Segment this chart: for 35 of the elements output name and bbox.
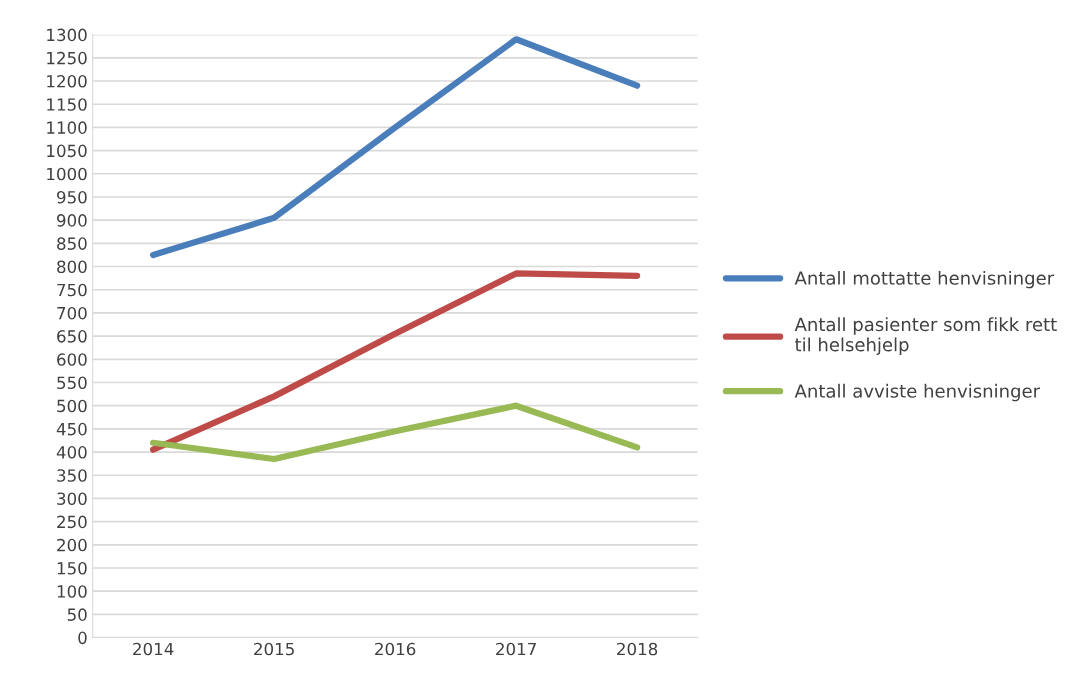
y-tick-label: 100 — [57, 585, 87, 598]
y-tick-label: 350 — [57, 469, 87, 482]
x-tick-label: 2018 — [617, 642, 658, 656]
y-tick-label: 650 — [57, 330, 87, 343]
x-tick-label: 2017 — [496, 642, 536, 656]
y-tick-label: 450 — [56, 422, 87, 436]
y-tick-label: 1000 — [47, 167, 87, 181]
x-tick-label: 2016 — [375, 642, 416, 656]
y-tick-label: 0 — [78, 631, 87, 645]
y-tick-label: 1150 — [47, 98, 87, 111]
y-tick-label: 850 — [57, 237, 87, 250]
y-tick-label: 750 — [57, 283, 87, 297]
y-tick-label: 950 — [57, 190, 87, 204]
y-tick-label: 1300 — [47, 28, 87, 42]
legend-label: Antall avviste henvisninger — [794, 383, 1041, 402]
y-tick-label: 550 — [57, 376, 87, 390]
x-tick-label: 2014 — [133, 642, 174, 656]
legend-label: Antall mottatte henvisninger — [794, 270, 1055, 289]
y-tick-label: 800 — [57, 260, 87, 274]
y-tick-label: 200 — [57, 538, 87, 552]
y-tick-label: 1250 — [47, 51, 87, 65]
y-tick-label: 150 — [57, 561, 87, 575]
legend-label: Antall pasienter som fikk rett til helsehjelp — [794, 317, 1057, 355]
y-tick-label: 900 — [57, 214, 87, 227]
y-tick-label: 1200 — [47, 74, 87, 88]
y-tick-label: 600 — [57, 353, 87, 366]
x-tick-label: 2015 — [254, 642, 294, 656]
y-tick-label: 400 — [56, 446, 87, 459]
y-tick-label: 700 — [57, 306, 87, 320]
y-tick-label: 1100 — [47, 121, 87, 134]
y-tick-label: 300 — [57, 492, 87, 505]
y-tick-label: 250 — [57, 515, 87, 529]
y-tick-label: 50 — [67, 608, 87, 621]
y-tick-label: 500 — [57, 399, 87, 413]
y-tick-label: 1050 — [47, 144, 87, 158]
